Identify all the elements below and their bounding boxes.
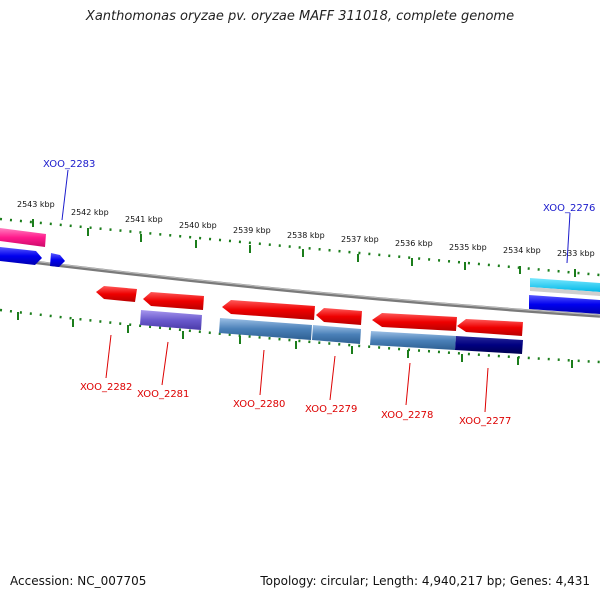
accession-label: Accession: NC_007705 [10, 574, 147, 588]
lower-scale-track [0, 308, 600, 364]
kbp-label: 2534 kbp [503, 246, 541, 255]
feature-block-XOO_2281[interactable] [140, 310, 202, 330]
gene-label[interactable]: XOO_2281 [137, 389, 189, 400]
gene-feature-grey[interactable] [530, 287, 600, 296]
kbp-label: 2541 kbp [125, 215, 163, 224]
gene-XOO_2283[interactable] [50, 253, 65, 267]
gene-label[interactable]: XOO_2279 [305, 404, 357, 415]
lower-scale-major-ticks [17, 312, 573, 368]
genome-title: Xanthomonas oryzae pv. oryzae MAFF 31101… [85, 9, 515, 24]
gene-XOO_2278[interactable] [372, 313, 457, 331]
leader-lines [61, 169, 571, 413]
kbp-label: 2539 kbp [233, 226, 271, 235]
gene-label[interactable]: XOO_2277 [459, 416, 511, 427]
kbp-label: 2537 kbp [341, 235, 379, 244]
gene-XOO_2276[interactable] [529, 295, 600, 314]
feature-block-XOO_2277[interactable] [455, 336, 523, 354]
gene-XOO_2282[interactable] [96, 286, 137, 302]
gene-XOO_2281[interactable] [143, 292, 204, 310]
gene-XOO_2280[interactable] [222, 300, 315, 320]
gene-XOO_2279[interactable] [316, 308, 362, 325]
kbp-label: 2538 kbp [287, 231, 325, 240]
gene-feature-forward-blue[interactable] [0, 247, 42, 265]
upper-scale-major-ticks [32, 219, 576, 277]
kbp-labels: 2543 kbp 2542 kbp 2541 kbp 2540 kbp 2539… [17, 200, 595, 258]
kbp-label: 2536 kbp [395, 239, 433, 248]
gene-label[interactable]: XOO_2278 [381, 410, 433, 421]
kbp-label: 2535 kbp [449, 243, 487, 252]
feature-block-XOO_2279[interactable] [312, 325, 361, 344]
gene-label[interactable]: XOO_2280 [233, 399, 285, 410]
kbp-label: 2543 kbp [17, 200, 55, 209]
kbp-label: 2542 kbp [71, 208, 109, 217]
gene-feature-cyan[interactable] [530, 278, 600, 292]
kbp-label: 2540 kbp [179, 221, 217, 230]
gene-label[interactable]: XOO_2283 [43, 159, 95, 170]
feature-block-XOO_2278[interactable] [370, 331, 456, 350]
upper-scale-track [0, 217, 600, 277]
feature-block-XOO_2280[interactable] [219, 318, 312, 340]
kbp-label: 2533 kbp [557, 249, 595, 258]
gene-label[interactable]: XOO_2282 [80, 382, 132, 393]
gene-label[interactable]: XOO_2276 [543, 203, 595, 214]
genome-backbone [0, 256, 600, 318]
gene-feature-pink[interactable] [0, 228, 46, 247]
gene-XOO_2277[interactable] [457, 319, 523, 336]
genome-summary: Topology: circular; Length: 4,940,217 bp… [260, 574, 590, 588]
